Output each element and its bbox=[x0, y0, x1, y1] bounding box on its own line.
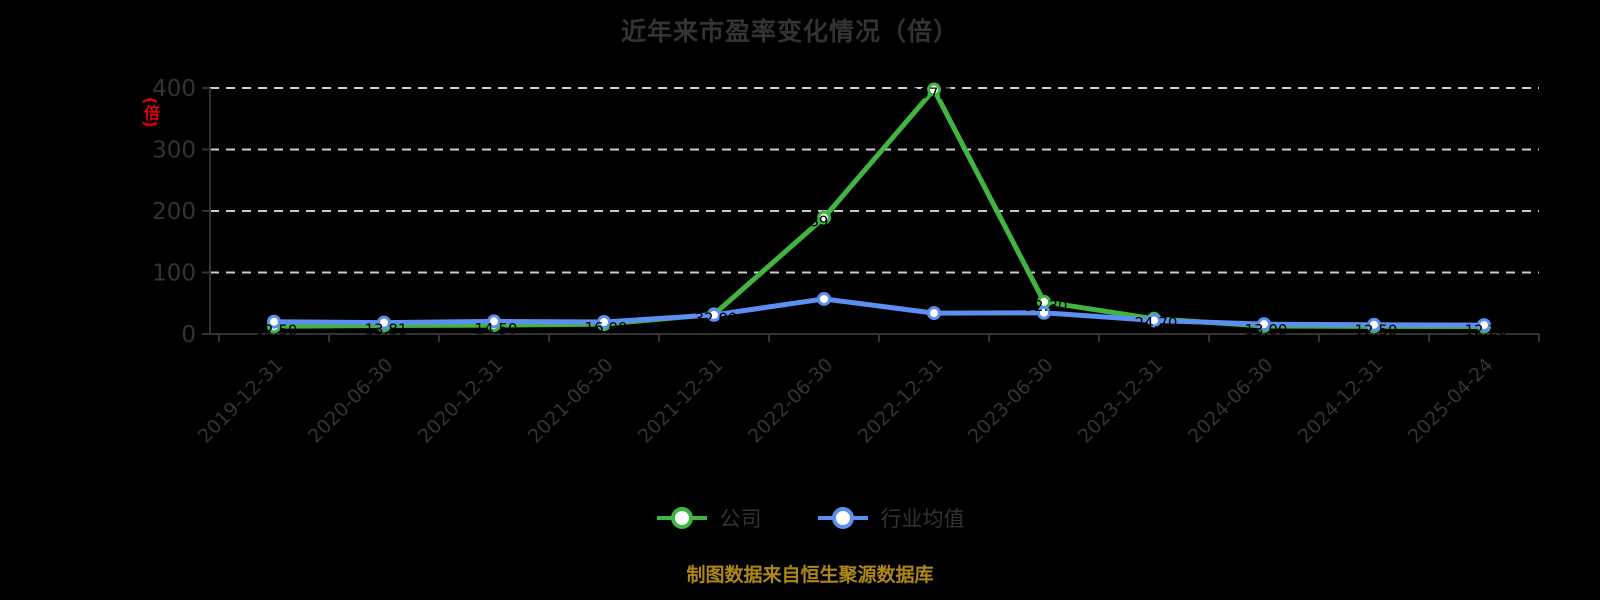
industry-legend-marker bbox=[817, 507, 868, 529]
data-point-label: 14.50 bbox=[475, 320, 518, 338]
y-axis-unit-label: (倍) bbox=[141, 97, 160, 128]
industry-data-point bbox=[1367, 317, 1381, 332]
y-tick-label: 400 bbox=[152, 76, 196, 102]
industry-data-point bbox=[707, 307, 721, 322]
x-tick-label: 2024-06-30 bbox=[1184, 354, 1278, 448]
legend-item-company[interactable]: 公司 bbox=[656, 503, 762, 533]
x-tick-label: 2025-04-24 bbox=[1404, 354, 1498, 448]
data-point-label: 13.00 bbox=[1245, 321, 1288, 339]
x-tick-label: 2022-12-31 bbox=[854, 354, 948, 448]
industry-data-point bbox=[927, 306, 941, 321]
y-tick-label: 100 bbox=[152, 261, 196, 287]
data-point-label: 12.50 bbox=[255, 321, 298, 339]
data-point-label: 397.50 bbox=[910, 85, 963, 103]
y-tick-label: 200 bbox=[152, 199, 196, 225]
x-tick-label: 2024-12-31 bbox=[1294, 354, 1388, 448]
data-point-label: 12.50 bbox=[1355, 321, 1398, 339]
x-tick-label: 2019-12-31 bbox=[194, 354, 288, 448]
legend-item-industry-average[interactable]: 行业均值 bbox=[817, 503, 965, 533]
legend-label-company: 公司 bbox=[719, 507, 762, 531]
x-tick-label: 2021-06-30 bbox=[524, 354, 618, 448]
industry-data-point bbox=[267, 314, 281, 329]
x-tick-label: 2020-06-30 bbox=[304, 354, 398, 448]
data-point-label: 52.30 bbox=[1025, 297, 1068, 315]
industry-data-point bbox=[817, 291, 831, 306]
data-point-label: 24.70 bbox=[1135, 314, 1178, 332]
industry-line bbox=[273, 296, 1485, 328]
y-tick-label: 300 bbox=[152, 138, 196, 164]
data-source-note: 制图数据来自恒生聚源数据库 bbox=[686, 564, 934, 586]
pe-ratio-line-chart: 0 100 200 300 400 2019-12-31 2020-06-30 2020-12… bbox=[152, 76, 1540, 448]
company-legend-marker bbox=[656, 507, 707, 529]
data-point-label: 16.00 bbox=[585, 319, 628, 337]
data-point-label: 32.00 bbox=[695, 309, 738, 327]
company-line bbox=[273, 87, 1485, 329]
industry-data-point bbox=[1147, 313, 1161, 328]
chart-title: 近年来市盈率变化情况（倍） bbox=[620, 17, 959, 46]
data-point-label: 12.20 bbox=[1465, 321, 1508, 339]
data-point-label: 189.20 bbox=[800, 213, 853, 231]
industry-data-point bbox=[1037, 305, 1051, 320]
industry-data-point bbox=[597, 315, 611, 330]
industry-data-point bbox=[1477, 318, 1491, 333]
legend: 公司 行业均值 bbox=[0, 503, 1600, 533]
x-tick-label: 2022-06-30 bbox=[744, 354, 838, 448]
x-tick-label: 2023-06-30 bbox=[964, 354, 1058, 448]
x-tick-label: 2020-12-31 bbox=[414, 354, 508, 448]
y-tick-label: 0 bbox=[181, 322, 196, 348]
x-tick-label: 2021-12-31 bbox=[634, 354, 728, 448]
industry-data-point bbox=[1257, 317, 1271, 332]
industry-data-point bbox=[377, 315, 391, 330]
x-tick-label: 2023-12-31 bbox=[1074, 354, 1168, 448]
company-data-point bbox=[927, 82, 941, 97]
company-data-point bbox=[817, 210, 831, 225]
industry-data-point bbox=[487, 314, 501, 329]
data-point-label: 13.81 bbox=[365, 321, 408, 339]
legend-label-industry-average: 行业均值 bbox=[880, 507, 965, 531]
